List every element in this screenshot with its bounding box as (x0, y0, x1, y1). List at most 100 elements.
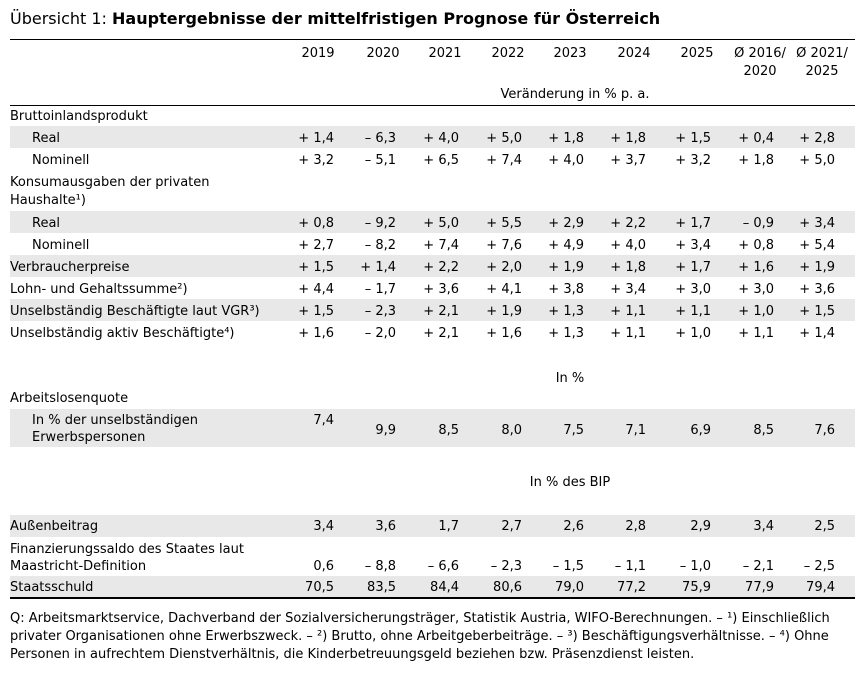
value-cell-aussen-4: 2,6 (563, 519, 584, 534)
value-cell-lohn-4: + 3,8 (548, 282, 584, 297)
value-cell-aktiv-4: + 1,3 (548, 326, 584, 341)
value-cell-konsum_real-6: + 1,7 (675, 216, 711, 231)
column-header-7: Ø 2016/ (734, 46, 786, 61)
unit-percent: In % (555, 371, 585, 386)
value-cell-aussen-5: 2,8 (625, 519, 646, 534)
value-cell-alq_sub-5: 7,1 (625, 423, 646, 438)
value-cell-konsum_nom-5: + 4,0 (610, 238, 646, 253)
value-cell-alq_sub-0: 7,4 (313, 413, 334, 428)
value-cell-vpi-7: + 1,6 (738, 260, 774, 275)
unit-change: Veränderung in % p. a. (500, 87, 650, 102)
value-cell-aussen-0: 3,4 (313, 519, 334, 534)
value-cell-konsum_real-7: – 0,9 (742, 216, 774, 231)
value-cell-konsum_real-5: + 2,2 (610, 216, 646, 231)
header-rule (10, 105, 855, 106)
value-cell-schuld-0: 70,5 (305, 580, 334, 595)
row-label-konsum-real: Real (32, 216, 61, 231)
value-cell-bip_nom-0: + 3,2 (298, 153, 334, 168)
value-cell-vgr-5: + 1,1 (610, 304, 646, 319)
row-label-bip-real: Real (32, 131, 61, 146)
value-cell-konsum_nom-3: + 7,6 (486, 238, 522, 253)
value-cell-konsum_real-3: + 5,5 (486, 216, 522, 231)
table-title: Übersicht 1: Hauptergebnisse der mittelf… (10, 9, 660, 29)
value-cell-konsum_real-2: + 5,0 (423, 216, 459, 231)
value-cell-aktiv-0: + 1,6 (298, 326, 334, 341)
value-cell-vgr-0: + 1,5 (298, 304, 334, 319)
row-label-konsum-2: Haushalte¹) (10, 193, 86, 208)
bottom-rule (10, 597, 855, 599)
row-label-saldo-1: Finanzierungssaldo des Staates laut (10, 542, 244, 557)
value-cell-aktiv-3: + 1,6 (486, 326, 522, 341)
value-cell-schuld-7: 77,9 (745, 580, 774, 595)
column-header-6: 2025 (680, 46, 714, 61)
row-label-lohn: Lohn- und Gehaltssumme²) (10, 282, 188, 297)
value-cell-vgr-7: + 1,0 (738, 304, 774, 319)
value-cell-lohn-8: + 3,6 (799, 282, 835, 297)
column-header-0: 2019 (301, 46, 335, 61)
row-label-vgr: Unselbständig Beschäftigte laut VGR³) (10, 304, 260, 319)
value-cell-vgr-2: + 2,1 (423, 304, 459, 319)
column-header-5: 2024 (617, 46, 651, 61)
value-cell-schuld-6: 75,9 (682, 580, 711, 595)
value-cell-konsum_nom-8: + 5,4 (799, 238, 835, 253)
value-cell-bip_nom-6: + 3,2 (675, 153, 711, 168)
value-cell-saldo-8: – 2,5 (803, 559, 835, 574)
value-cell-lohn-1: – 1,7 (364, 282, 396, 297)
value-cell-aussen-1: 3,6 (375, 519, 396, 534)
value-cell-schuld-8: 79,4 (806, 580, 835, 595)
band-vpi (10, 255, 855, 277)
column-header-1: 2020 (366, 46, 400, 61)
row-label-aktiv: Unselbständig aktiv Beschäftigte⁴) (10, 326, 235, 341)
value-cell-vgr-8: + 1,5 (799, 304, 835, 319)
value-cell-alq_sub-2: 8,5 (438, 423, 459, 438)
value-cell-bip_real-5: + 1,8 (610, 131, 646, 146)
value-cell-schuld-4: 79,0 (555, 580, 584, 595)
value-cell-schuld-1: 83,5 (367, 580, 396, 595)
value-cell-bip_real-8: + 2,8 (799, 131, 835, 146)
value-cell-vgr-3: + 1,9 (486, 304, 522, 319)
value-cell-alq_sub-7: 8,5 (753, 423, 774, 438)
value-cell-bip_nom-3: + 7,4 (486, 153, 522, 168)
value-cell-bip_real-0: + 1,4 (298, 131, 334, 146)
value-cell-aussen-6: 2,9 (690, 519, 711, 534)
value-cell-saldo-1: – 8,8 (364, 559, 396, 574)
value-cell-bip_nom-7: + 1,8 (738, 153, 774, 168)
value-cell-vpi-4: + 1,9 (548, 260, 584, 275)
row-label-vpi: Verbraucherpreise (10, 260, 130, 275)
value-cell-aktiv-1: – 2,0 (364, 326, 396, 341)
row-label-alq-sub-2: Erwerbspersonen (32, 430, 146, 445)
row-label-alq: Arbeitslosenquote (10, 391, 129, 406)
footnote: Q: Arbeitsmarktservice, Dachverband der … (10, 611, 830, 662)
value-cell-saldo-0: 0,6 (313, 559, 334, 574)
title-prefix: Übersicht 1: (10, 9, 113, 28)
value-cell-aussen-3: 2,7 (501, 519, 522, 534)
value-cell-aktiv-6: + 1,0 (675, 326, 711, 341)
value-cell-vpi-3: + 2,0 (486, 260, 522, 275)
row-label-alq-sub-1: In % der unselbständigen (32, 413, 198, 428)
value-cell-konsum_real-1: – 9,2 (364, 216, 396, 231)
value-cell-lohn-7: + 3,0 (738, 282, 774, 297)
value-cell-konsum_nom-2: + 7,4 (423, 238, 459, 253)
value-cell-bip_real-4: + 1,8 (548, 131, 584, 146)
value-cell-alq_sub-6: 6,9 (690, 423, 711, 438)
value-cell-bip_nom-5: + 3,7 (610, 153, 646, 168)
value-cell-vpi-1: + 1,4 (360, 260, 396, 275)
value-cell-konsum_real-8: + 3,4 (799, 216, 835, 231)
value-cell-konsum_nom-7: + 0,8 (738, 238, 774, 253)
value-cell-aussen-2: 1,7 (438, 519, 459, 534)
value-cell-saldo-7: – 2,1 (742, 559, 774, 574)
value-cell-bip_nom-8: + 5,0 (799, 153, 835, 168)
value-cell-lohn-5: + 3,4 (610, 282, 646, 297)
band-schuld (10, 576, 855, 598)
value-cell-bip_nom-1: – 5,1 (364, 153, 396, 168)
value-cell-lohn-0: + 4,4 (298, 282, 334, 297)
value-cell-bip_real-2: + 4,0 (423, 131, 459, 146)
value-cell-vpi-8: + 1,9 (799, 260, 835, 275)
value-cell-saldo-2: – 6,6 (427, 559, 459, 574)
band-alq (10, 409, 855, 447)
value-cell-vgr-4: + 1,3 (548, 304, 584, 319)
value-cell-bip_nom-4: + 4,0 (548, 153, 584, 168)
band-bip-real (10, 126, 855, 148)
value-cell-alq_sub-8: 7,6 (814, 423, 835, 438)
